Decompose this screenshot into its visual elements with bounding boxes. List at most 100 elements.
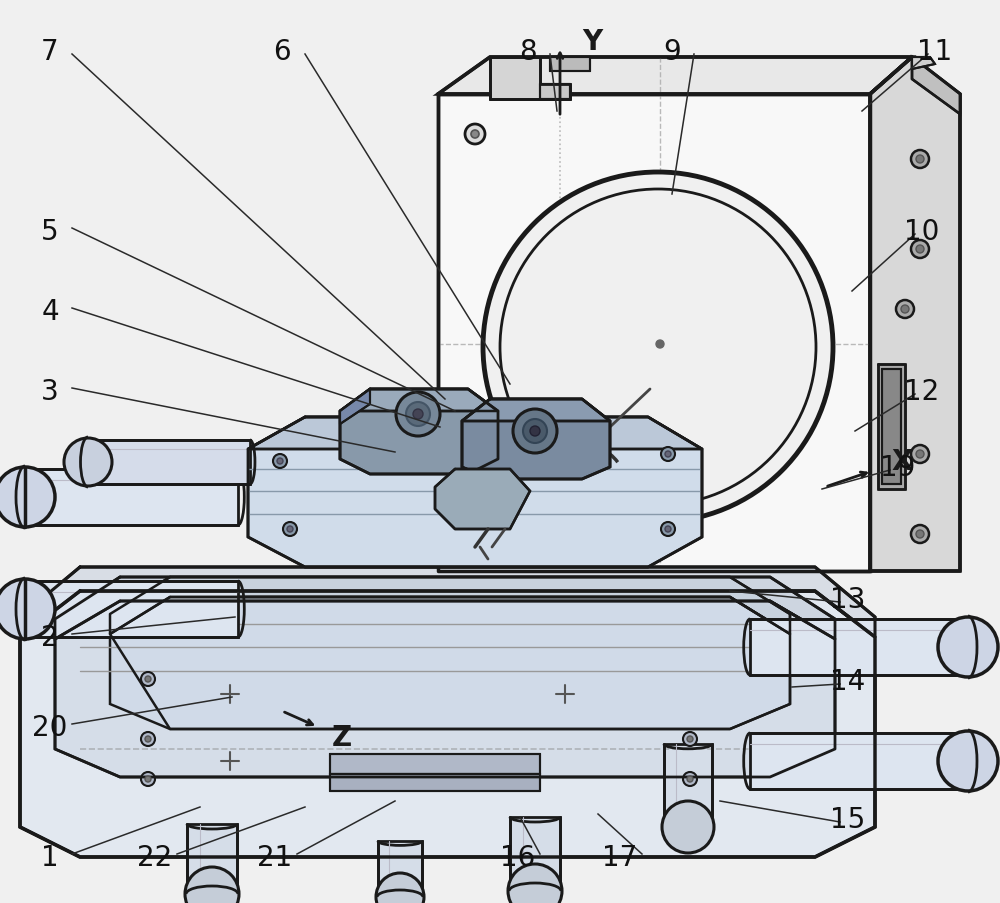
Polygon shape [912, 58, 960, 115]
Text: 5: 5 [41, 218, 59, 246]
Circle shape [483, 172, 833, 523]
Circle shape [683, 732, 697, 746]
Polygon shape [330, 774, 540, 791]
Circle shape [938, 731, 998, 791]
Polygon shape [750, 733, 975, 789]
Circle shape [916, 451, 924, 459]
Polygon shape [55, 601, 835, 777]
Polygon shape [435, 470, 530, 529]
Text: 3: 3 [41, 377, 59, 405]
Circle shape [0, 468, 55, 527]
Polygon shape [55, 577, 835, 639]
Text: Z: Z [332, 723, 352, 751]
Polygon shape [20, 591, 875, 857]
Text: 4: 4 [41, 298, 59, 326]
Polygon shape [882, 369, 901, 485]
Polygon shape [248, 417, 702, 567]
Circle shape [656, 340, 664, 349]
Polygon shape [340, 389, 498, 474]
Text: X: X [891, 448, 913, 476]
Text: 6: 6 [273, 38, 291, 66]
Polygon shape [490, 58, 570, 100]
Circle shape [145, 777, 151, 782]
Text: Y: Y [582, 28, 602, 56]
Circle shape [508, 864, 562, 903]
Circle shape [665, 526, 671, 533]
Circle shape [287, 526, 293, 533]
Text: 2: 2 [41, 623, 59, 651]
Polygon shape [750, 619, 975, 675]
Text: 15: 15 [830, 805, 866, 833]
Circle shape [938, 618, 998, 677]
Circle shape [465, 125, 485, 144]
Circle shape [413, 410, 423, 420]
Circle shape [662, 801, 714, 853]
Text: 10: 10 [904, 218, 940, 246]
Circle shape [273, 454, 287, 469]
Circle shape [64, 439, 112, 487]
Polygon shape [110, 577, 790, 634]
Polygon shape [878, 365, 905, 489]
Polygon shape [438, 95, 870, 572]
Polygon shape [462, 399, 610, 479]
Circle shape [916, 156, 924, 163]
Polygon shape [912, 58, 935, 70]
Circle shape [916, 246, 924, 254]
Circle shape [141, 732, 155, 746]
Circle shape [0, 580, 55, 639]
Circle shape [185, 867, 239, 903]
Circle shape [376, 873, 424, 903]
Text: 14: 14 [830, 667, 866, 695]
Polygon shape [438, 58, 912, 95]
Circle shape [687, 777, 693, 782]
Circle shape [141, 672, 155, 686]
Polygon shape [540, 85, 570, 100]
Circle shape [406, 403, 430, 426]
Circle shape [141, 772, 155, 787]
Text: 11: 11 [917, 38, 953, 66]
Text: 22: 22 [137, 843, 173, 871]
Circle shape [665, 452, 671, 458]
Polygon shape [870, 58, 960, 572]
Text: 19: 19 [880, 453, 916, 481]
Text: 12: 12 [904, 377, 940, 405]
Polygon shape [248, 417, 702, 450]
Polygon shape [85, 441, 250, 485]
Polygon shape [510, 817, 560, 891]
Polygon shape [22, 582, 238, 638]
Circle shape [661, 523, 675, 536]
Text: 13: 13 [830, 585, 866, 613]
Polygon shape [664, 744, 712, 827]
Circle shape [896, 301, 914, 319]
Text: 8: 8 [519, 38, 537, 66]
Polygon shape [187, 824, 237, 894]
Circle shape [901, 305, 909, 313]
Circle shape [530, 426, 540, 436]
Polygon shape [378, 841, 422, 897]
Polygon shape [462, 399, 610, 422]
Polygon shape [110, 598, 790, 730]
Text: 21: 21 [257, 843, 293, 871]
Circle shape [661, 448, 675, 461]
Text: 9: 9 [663, 38, 681, 66]
Circle shape [396, 393, 440, 436]
Polygon shape [340, 389, 498, 412]
Polygon shape [550, 58, 590, 72]
Circle shape [471, 131, 479, 139]
Circle shape [683, 772, 697, 787]
Polygon shape [330, 754, 540, 774]
Text: 17: 17 [602, 843, 638, 871]
Text: 7: 7 [41, 38, 59, 66]
Text: 20: 20 [32, 713, 68, 741]
Circle shape [911, 445, 929, 463]
Polygon shape [340, 389, 370, 424]
Circle shape [513, 410, 557, 453]
Circle shape [145, 736, 151, 742]
Circle shape [277, 459, 283, 464]
Polygon shape [22, 470, 238, 526]
Text: 1: 1 [41, 843, 59, 871]
Circle shape [145, 676, 151, 683]
Circle shape [523, 420, 547, 443]
Circle shape [283, 523, 297, 536]
Circle shape [916, 530, 924, 538]
